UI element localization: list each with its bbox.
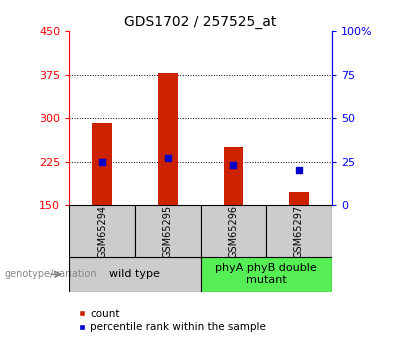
Text: genotype/variation: genotype/variation [4, 269, 97, 279]
Text: wild type: wild type [110, 269, 160, 279]
Bar [69, 257, 201, 292]
Bar [69, 205, 135, 257]
Bar [223, 147, 243, 205]
Bar [289, 192, 309, 205]
Bar [201, 205, 266, 257]
Bar [201, 257, 332, 292]
Text: GSM65297: GSM65297 [294, 205, 304, 258]
Text: phyA phyB double
mutant: phyA phyB double mutant [215, 264, 317, 285]
Text: GSM65294: GSM65294 [97, 205, 107, 258]
Title: GDS1702 / 257525_at: GDS1702 / 257525_at [124, 14, 277, 29]
Legend: count, percentile rank within the sample: count, percentile rank within the sample [74, 305, 270, 336]
Point [164, 156, 171, 161]
Point [296, 168, 302, 173]
Point [99, 159, 105, 165]
Bar [266, 205, 332, 257]
Bar [135, 205, 201, 257]
Bar [158, 73, 178, 205]
Bar [92, 124, 112, 205]
Text: GSM65295: GSM65295 [163, 205, 173, 258]
Text: GSM65296: GSM65296 [228, 205, 239, 258]
Point [230, 162, 237, 168]
